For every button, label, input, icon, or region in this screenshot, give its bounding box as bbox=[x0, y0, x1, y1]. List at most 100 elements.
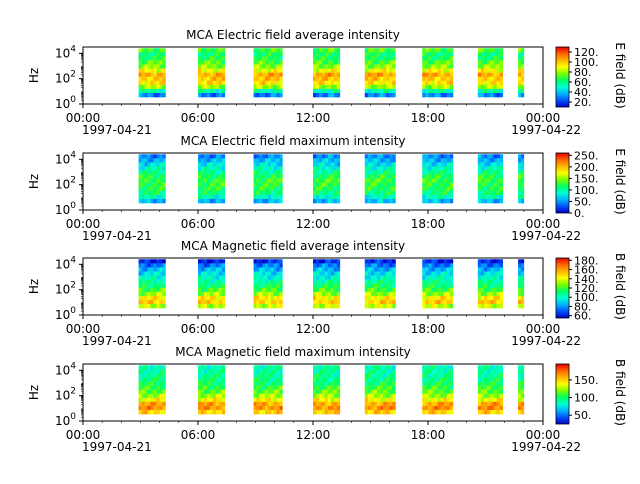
data-cell bbox=[276, 397, 280, 403]
data-cell bbox=[212, 166, 217, 171]
data-cell bbox=[138, 166, 142, 171]
data-cell bbox=[496, 385, 500, 390]
data-cell bbox=[259, 259, 263, 264]
data-cell bbox=[480, 405, 485, 411]
data-cell bbox=[425, 88, 429, 94]
data-cell bbox=[392, 162, 396, 167]
data-cell bbox=[156, 88, 160, 94]
data-cell bbox=[150, 303, 154, 309]
data-cell bbox=[449, 76, 454, 82]
data-cell bbox=[425, 303, 429, 309]
data-cell bbox=[428, 283, 432, 289]
data-cell bbox=[443, 170, 448, 175]
data-cell bbox=[279, 405, 283, 411]
data-cell bbox=[520, 92, 525, 98]
data-cell bbox=[377, 84, 381, 90]
data-cell bbox=[279, 194, 283, 200]
data-cell bbox=[373, 271, 378, 276]
data-cell bbox=[484, 80, 488, 86]
data-cell bbox=[147, 162, 151, 167]
x-start-date: 1997-04-21 bbox=[82, 440, 152, 454]
data-cell bbox=[518, 72, 522, 78]
data-cell bbox=[499, 52, 504, 57]
data-cell bbox=[144, 283, 148, 289]
data-cell bbox=[279, 263, 283, 268]
data-cell bbox=[336, 56, 341, 61]
data-cell bbox=[434, 373, 438, 378]
data-cell bbox=[262, 381, 266, 386]
data-cell bbox=[153, 369, 157, 374]
data-cell bbox=[477, 275, 482, 280]
data-cell bbox=[383, 60, 387, 65]
data-cell bbox=[265, 166, 269, 171]
data-cell bbox=[318, 68, 323, 73]
data-cell bbox=[209, 162, 214, 167]
data-cell bbox=[215, 405, 220, 411]
data-cell bbox=[327, 401, 332, 407]
data-cell bbox=[203, 373, 208, 378]
data-cell bbox=[480, 162, 485, 167]
data-cell bbox=[431, 381, 435, 386]
data-cell bbox=[477, 267, 482, 272]
data-cell bbox=[431, 76, 435, 82]
data-cell bbox=[333, 154, 338, 159]
data-cell bbox=[153, 271, 157, 276]
data-cell bbox=[434, 186, 438, 192]
data-cell bbox=[380, 170, 384, 175]
data-cell bbox=[518, 389, 522, 395]
colorbar-label: B field (dB) bbox=[613, 253, 627, 320]
data-cell bbox=[487, 397, 491, 403]
data-cell bbox=[156, 158, 160, 163]
data-cell bbox=[267, 190, 272, 196]
data-cell bbox=[431, 56, 435, 61]
data-cell bbox=[198, 271, 202, 276]
data-cell bbox=[487, 287, 491, 293]
data-cell bbox=[279, 64, 283, 69]
data-cell bbox=[446, 80, 451, 86]
data-cell bbox=[212, 405, 217, 411]
data-cell bbox=[484, 263, 488, 268]
y-tick-label: 104 bbox=[55, 44, 76, 60]
data-cell bbox=[480, 48, 485, 53]
data-cell bbox=[253, 56, 257, 61]
data-cell bbox=[477, 259, 482, 264]
data-cell bbox=[425, 393, 429, 399]
data-cell bbox=[159, 295, 163, 301]
data-cell bbox=[324, 84, 329, 90]
data-cell bbox=[443, 267, 448, 272]
data-cell bbox=[443, 303, 448, 309]
data-cell bbox=[265, 373, 269, 378]
data-cell bbox=[377, 401, 381, 407]
data-cell bbox=[253, 182, 257, 188]
data-cell bbox=[520, 291, 525, 297]
data-cell bbox=[336, 409, 341, 415]
data-cell bbox=[270, 409, 275, 415]
data-cell bbox=[212, 60, 217, 65]
data-cell bbox=[162, 409, 166, 415]
data-cell bbox=[477, 68, 482, 73]
data-cell bbox=[200, 303, 205, 309]
data-cell bbox=[324, 76, 329, 82]
data-cell bbox=[321, 405, 326, 411]
data-cell bbox=[377, 365, 381, 370]
data-cell bbox=[484, 170, 488, 175]
data-cell bbox=[276, 267, 280, 272]
data-cell bbox=[373, 92, 378, 98]
data-cell bbox=[256, 377, 260, 382]
data-cell bbox=[206, 178, 211, 184]
data-cell bbox=[392, 299, 396, 305]
data-cell bbox=[156, 52, 160, 57]
data-cell bbox=[144, 68, 148, 73]
data-cell bbox=[386, 263, 390, 268]
data-cell bbox=[386, 405, 390, 411]
data-cell bbox=[198, 64, 202, 69]
data-cell bbox=[324, 299, 329, 305]
data-cell bbox=[431, 267, 435, 272]
data-cell bbox=[380, 72, 384, 78]
data-cell bbox=[200, 154, 205, 159]
data-cell bbox=[392, 158, 396, 163]
data-cell bbox=[147, 92, 151, 98]
data-cell bbox=[156, 283, 160, 289]
data-cell bbox=[215, 283, 220, 289]
data-cell bbox=[279, 393, 283, 399]
